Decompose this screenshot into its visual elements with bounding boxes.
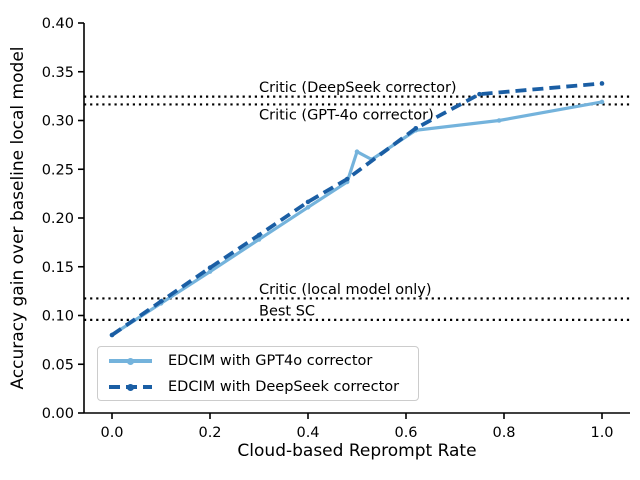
x-tick-label: 0.2: [198, 425, 221, 441]
series-marker: [109, 332, 115, 338]
series-marker: [413, 126, 419, 131]
series-marker: [207, 265, 213, 271]
hline-annotation: Critic (DeepSeek corrector): [259, 80, 457, 96]
hline-annotation: Critic (GPT-4o corrector): [259, 107, 434, 123]
y-tick-label: 0.05: [42, 357, 74, 373]
series-marker: [256, 237, 262, 242]
x-axis-label: Cloud-based Reprompt Rate: [237, 441, 477, 461]
x-tick-label: 1.0: [590, 425, 613, 441]
x-tick-label: 0.8: [492, 425, 515, 441]
y-axis-label: Accuracy gain over baseline local model: [8, 46, 28, 390]
y-tick-label: 0.30: [42, 114, 74, 130]
series-marker: [599, 81, 605, 86]
series-marker: [305, 204, 311, 210]
legend-marker-dot: [127, 383, 134, 391]
y-tick-label: 0.40: [42, 16, 74, 32]
legend-item-gpt4o: EDCIM with GPT4o corrector: [109, 350, 418, 372]
series-marker: [256, 232, 262, 238]
legend-item-deepseek: EDCIM with DeepSeek corrector: [109, 376, 418, 398]
series-marker: [207, 269, 213, 274]
series-marker: [477, 91, 482, 97]
series-line-0: [111, 100, 603, 337]
series-marker: [344, 176, 350, 182]
y-tick-label: 0.15: [42, 260, 74, 276]
series-marker: [305, 199, 311, 205]
legend-label: EDCIM with GPT4o corrector: [168, 352, 373, 369]
legend-solid-line-icon: [109, 357, 152, 365]
y-tick-label: 0.10: [42, 309, 74, 325]
legend: EDCIM with GPT4o corrector EDCIM with De…: [97, 346, 419, 401]
x-tick-label: 0.0: [100, 425, 123, 441]
hline-annotation: Critic (local model only): [259, 282, 432, 298]
legend-marker-dot: [127, 357, 134, 365]
y-tick-label: 0.20: [42, 211, 74, 227]
y-tick-label: 0.25: [42, 162, 74, 178]
series-marker: [599, 99, 605, 105]
hline-annotation: Best SC: [259, 303, 315, 319]
x-tick-label: 0.4: [296, 425, 319, 441]
legend-label: EDCIM with DeepSeek corrector: [168, 378, 400, 395]
series-marker: [496, 118, 502, 123]
series-marker: [158, 299, 164, 304]
legend-dashed-line-icon: [109, 383, 152, 391]
series-line-1: [110, 81, 603, 337]
series-marker: [354, 149, 360, 154]
y-tick-label: 0.00: [42, 406, 74, 422]
x-tick-label: 0.6: [394, 425, 417, 441]
y-tick-label: 0.35: [42, 65, 74, 81]
